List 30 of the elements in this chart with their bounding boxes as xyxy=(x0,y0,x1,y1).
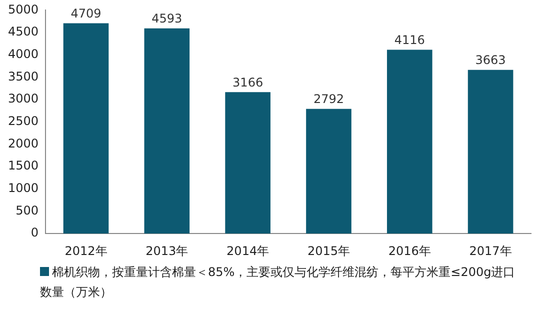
x-tick-label: 2013年 xyxy=(146,244,188,258)
y-tick-label: 1000 xyxy=(8,181,39,196)
data-label: 2792 xyxy=(313,92,344,106)
y-tick-label: 5000 xyxy=(8,2,39,16)
bar xyxy=(306,108,352,234)
y-tick-label: 2500 xyxy=(8,114,39,128)
x-tick-label: 2017年 xyxy=(469,244,512,258)
data-label: 4709 xyxy=(70,6,102,20)
y-tick-label: 4500 xyxy=(8,24,39,39)
legend-label: 棉机织物，按重量计含棉量＜85%，主要或仅与化学纤维混纺，每平方米重≤200g进口数量（万米） xyxy=(40,264,516,301)
data-label: 3663 xyxy=(475,53,506,68)
x-tick-label: 2014年 xyxy=(226,244,270,258)
x-tick-label: 2012年 xyxy=(64,244,108,258)
bar xyxy=(225,92,270,234)
y-tick-label: 500 xyxy=(16,203,39,218)
data-label: 4116 xyxy=(394,32,425,47)
y-tick-label: 2000 xyxy=(8,136,39,150)
bar xyxy=(386,50,432,234)
bar xyxy=(144,28,190,234)
bar xyxy=(468,70,514,234)
y-tick-label: 4000 xyxy=(8,47,39,62)
x-tick-label: 2015年 xyxy=(307,244,350,258)
y-tick-label: 1500 xyxy=(8,158,39,173)
data-label: 4593 xyxy=(152,12,182,26)
bar xyxy=(63,23,109,234)
y-tick-label: 3000 xyxy=(8,92,39,106)
y-tick-label: 3500 xyxy=(8,69,39,84)
x-tick-label: 2016年 xyxy=(388,244,431,258)
data-label: 3166 xyxy=(232,75,264,90)
y-tick-label: 0 xyxy=(30,226,39,240)
